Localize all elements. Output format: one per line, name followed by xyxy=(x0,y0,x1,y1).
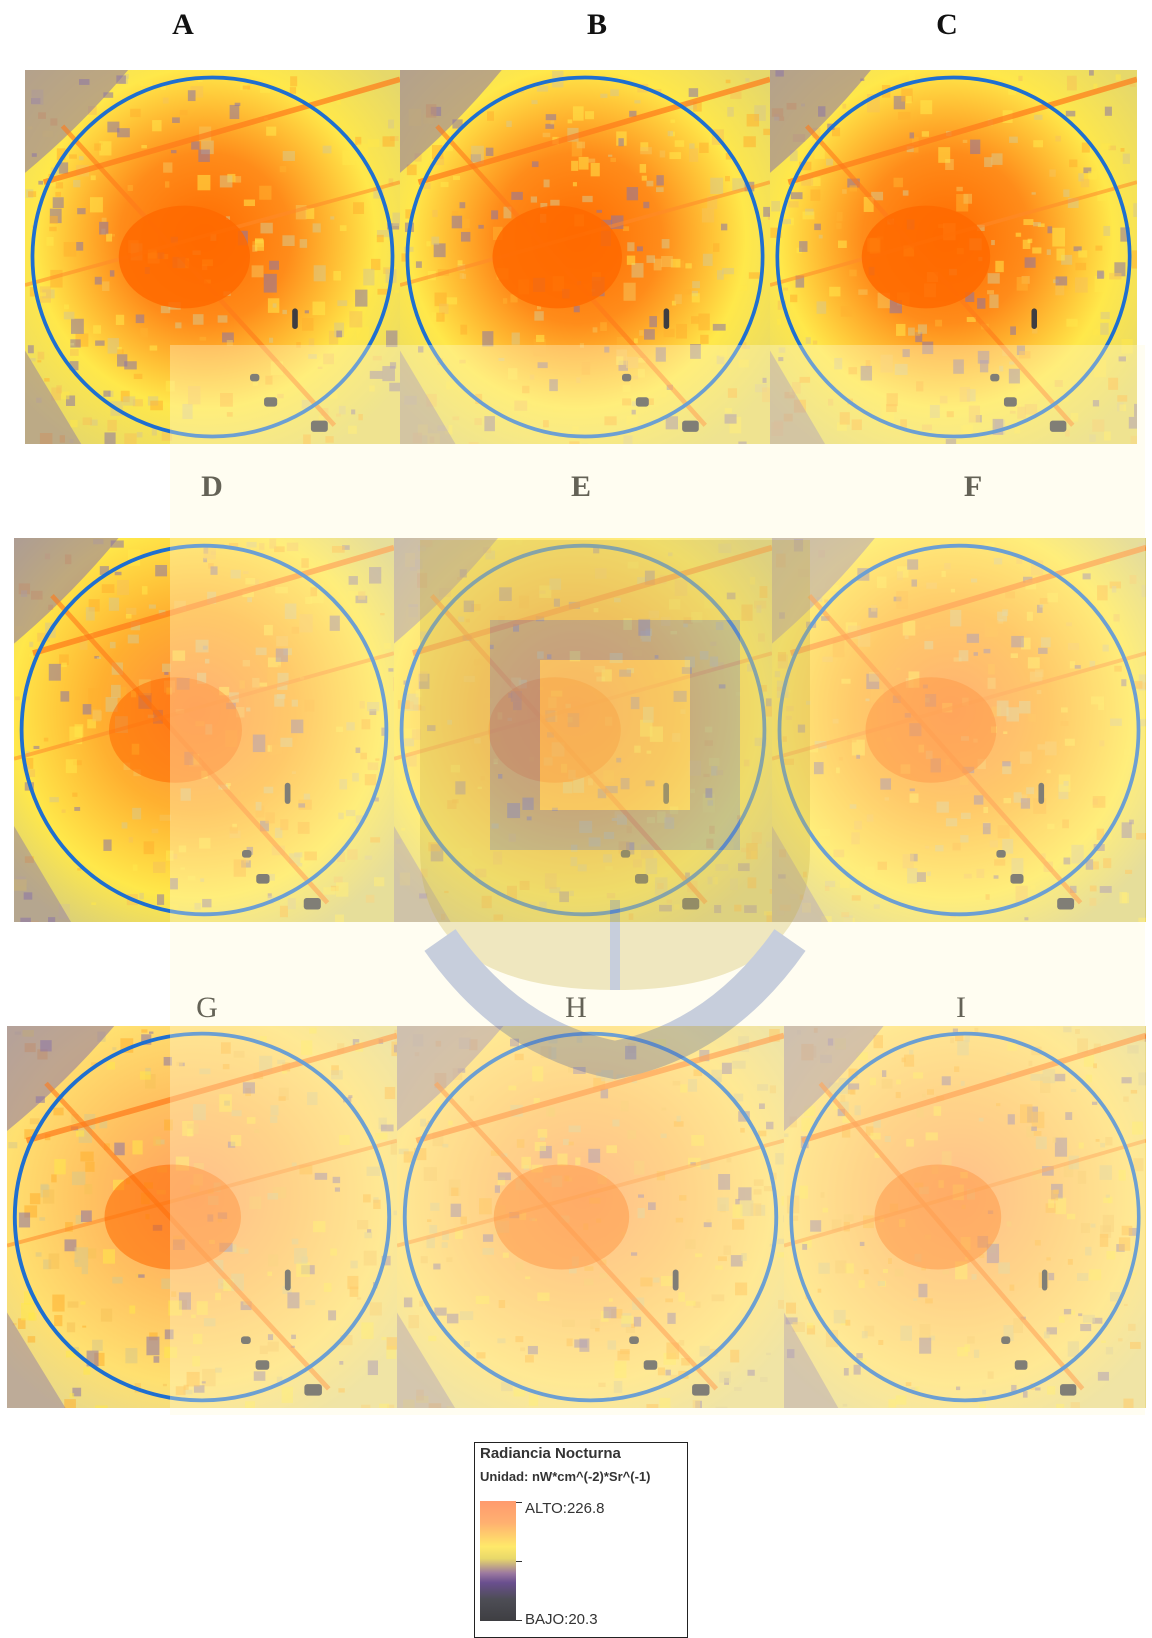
study-area-circle xyxy=(12,1031,392,1403)
legend-tick-low xyxy=(516,1620,522,1621)
study-area-circle xyxy=(30,75,395,439)
map-panel-c xyxy=(770,70,1137,444)
study-area-circle xyxy=(399,543,767,917)
legend-tick-mid xyxy=(516,1561,522,1562)
legend-low-label: BAJO:20.3 xyxy=(525,1611,598,1628)
panel-label-d: D xyxy=(201,470,223,503)
map-panel-h xyxy=(397,1026,784,1408)
panel-label-a: A xyxy=(172,8,194,41)
map-panel-g xyxy=(7,1026,397,1408)
study-area-circle xyxy=(19,543,389,917)
panel-label-b: B xyxy=(586,8,607,41)
map-panel-d xyxy=(14,538,394,922)
study-area-circle xyxy=(405,75,765,439)
study-area-circle xyxy=(402,1031,779,1403)
legend-color-ramp xyxy=(480,1501,516,1621)
panel-label-h: H xyxy=(565,991,587,1024)
legend-high-label: ALTO:226.8 xyxy=(525,1500,605,1517)
study-area-circle xyxy=(777,543,1141,917)
map-panel-e xyxy=(394,538,772,922)
panel-label-g: G xyxy=(196,991,218,1024)
map-panel-i xyxy=(784,1026,1146,1408)
map-panel-f xyxy=(772,538,1146,922)
study-area-circle xyxy=(789,1031,1141,1403)
legend: Radiancia Nocturna Unidad: nW*cm^(-2)*Sr… xyxy=(474,1442,688,1638)
panel-label-i: I xyxy=(956,991,966,1024)
map-panel-a xyxy=(25,70,400,444)
panel-label-f: F xyxy=(963,470,983,503)
study-area-circle xyxy=(775,75,1132,439)
legend-unit: Unidad: nW*cm^(-2)*Sr^(-1) xyxy=(480,1469,651,1484)
panel-label-c: C xyxy=(936,8,958,41)
legend-tick-high xyxy=(516,1502,522,1503)
panel-label-e: E xyxy=(570,470,591,503)
legend-title: Radiancia Nocturna xyxy=(480,1445,621,1462)
map-panel-b xyxy=(400,70,770,444)
